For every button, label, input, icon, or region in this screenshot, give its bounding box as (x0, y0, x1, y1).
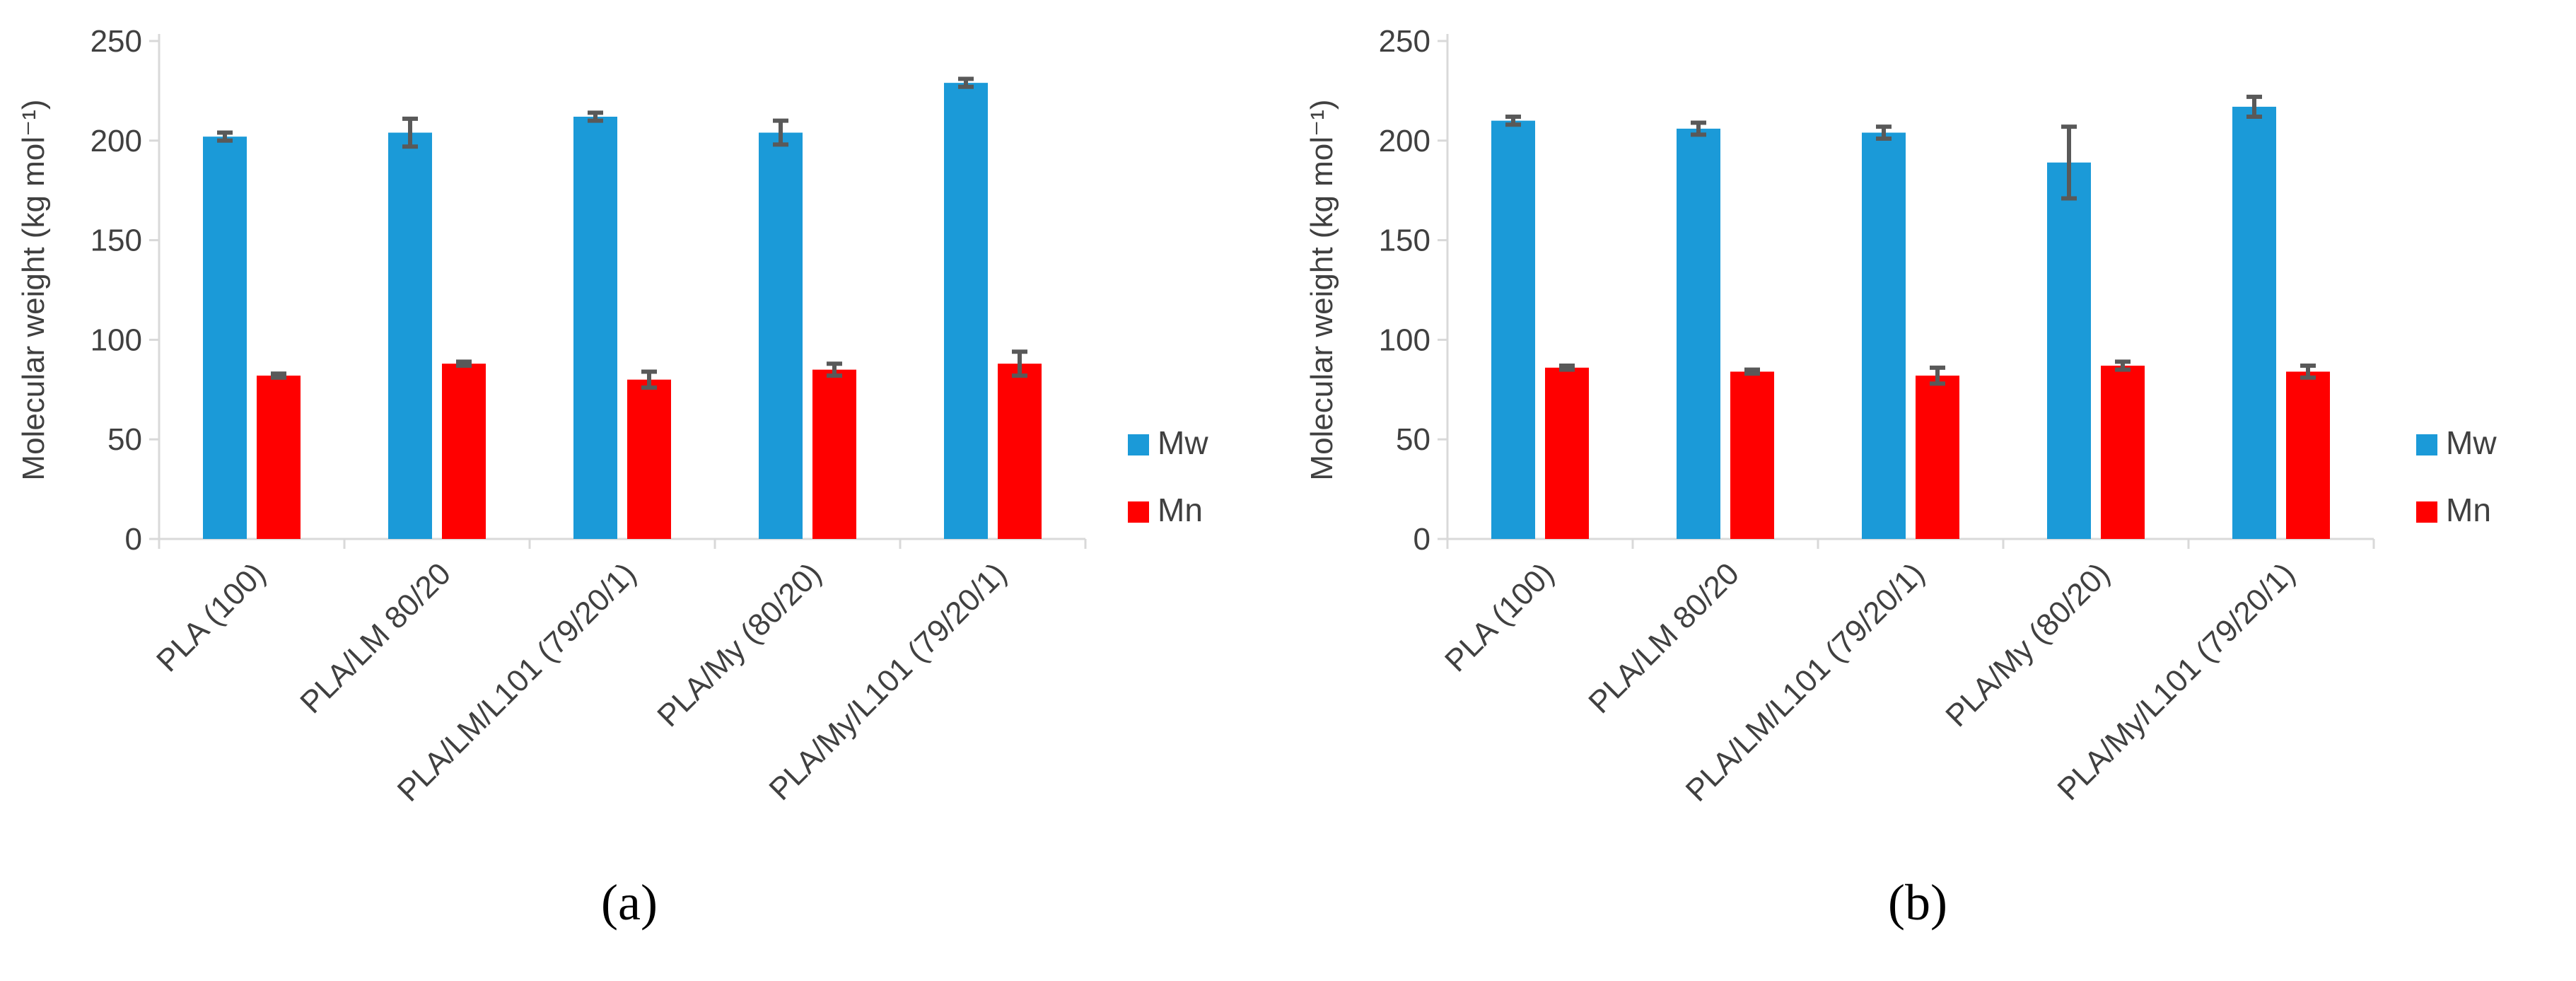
y-tick-label: 50 (1396, 422, 1430, 457)
legend-label-mw: Mw (1158, 424, 1208, 461)
chart-panel-b: 0 50 100 150 200 250 Molecular weight (kg mol⁻… (1305, 24, 2497, 931)
bar-mn-1 (1545, 367, 1589, 539)
y-axis-title: Molecular weight (kg mol⁻¹) (16, 99, 51, 480)
bar-mn-5 (998, 364, 1042, 539)
bar-mn-3 (1916, 376, 1959, 539)
y-tick-label: 0 (1414, 522, 1430, 557)
bar-mw-5 (2232, 106, 2276, 540)
x-tick-label: PLA (100) (1438, 556, 1561, 678)
y-tick-label: 0 (125, 522, 142, 557)
bar-mw-1 (1491, 120, 1535, 539)
bar-mw-4 (759, 132, 803, 539)
bar-mw-2 (388, 132, 432, 539)
bar-mw-2 (1677, 128, 1720, 540)
bar-mn-4 (2101, 366, 2145, 539)
bar-mw-3 (1862, 132, 1906, 539)
bar-mn-5 (2286, 371, 2330, 539)
legend-swatch-mn (2416, 501, 2437, 523)
panel-label: (a) (601, 874, 658, 931)
y-tick-label: 100 (91, 323, 142, 357)
x-tick-label: PLA/My (80/20) (651, 556, 828, 733)
bar-mw-4 (2047, 162, 2091, 539)
legend-swatch-mn (1128, 501, 1149, 523)
x-tick-label: PLA/My (80/20) (1939, 556, 2116, 733)
y-tick-label: 150 (1379, 224, 1430, 258)
y-tick-label: 100 (1379, 323, 1430, 357)
y-tick-label: 200 (1379, 124, 1430, 158)
legend-swatch-mw (2416, 434, 2437, 455)
legend-label-mn: Mn (2446, 492, 2491, 528)
bar-mw-3 (573, 117, 617, 539)
y-tick-label: 250 (1379, 24, 1430, 59)
x-tick-label: PLA (100) (150, 556, 272, 678)
bar-mn-4 (812, 369, 856, 539)
y-tick-label: 200 (91, 124, 142, 158)
bar-mn-3 (627, 379, 671, 539)
y-tick-label: 50 (107, 422, 142, 457)
legend-label-mn: Mn (1158, 492, 1203, 528)
panel-label: (b) (1888, 874, 1947, 931)
bar-mn-1 (257, 376, 301, 539)
bar-mw-1 (203, 137, 247, 540)
y-tick-label: 250 (91, 24, 142, 59)
legend-label-mw: Mw (2446, 424, 2497, 461)
x-tick-label: PLA/LM 80/20 (293, 556, 457, 720)
x-tick-label: PLA/LM 80/20 (1582, 556, 1746, 720)
bar-mn-2 (1730, 371, 1774, 539)
bar-mw-5 (944, 83, 988, 540)
chart-panel-a: 0 50 100 150 200 250 Molecular weight (kg mol⁻… (16, 24, 1208, 931)
y-axis-title: Molecular weight (kg mol⁻¹) (1305, 99, 1339, 480)
legend-swatch-mw (1128, 434, 1149, 455)
y-tick-label: 150 (91, 224, 142, 258)
bar-mn-2 (442, 364, 486, 539)
